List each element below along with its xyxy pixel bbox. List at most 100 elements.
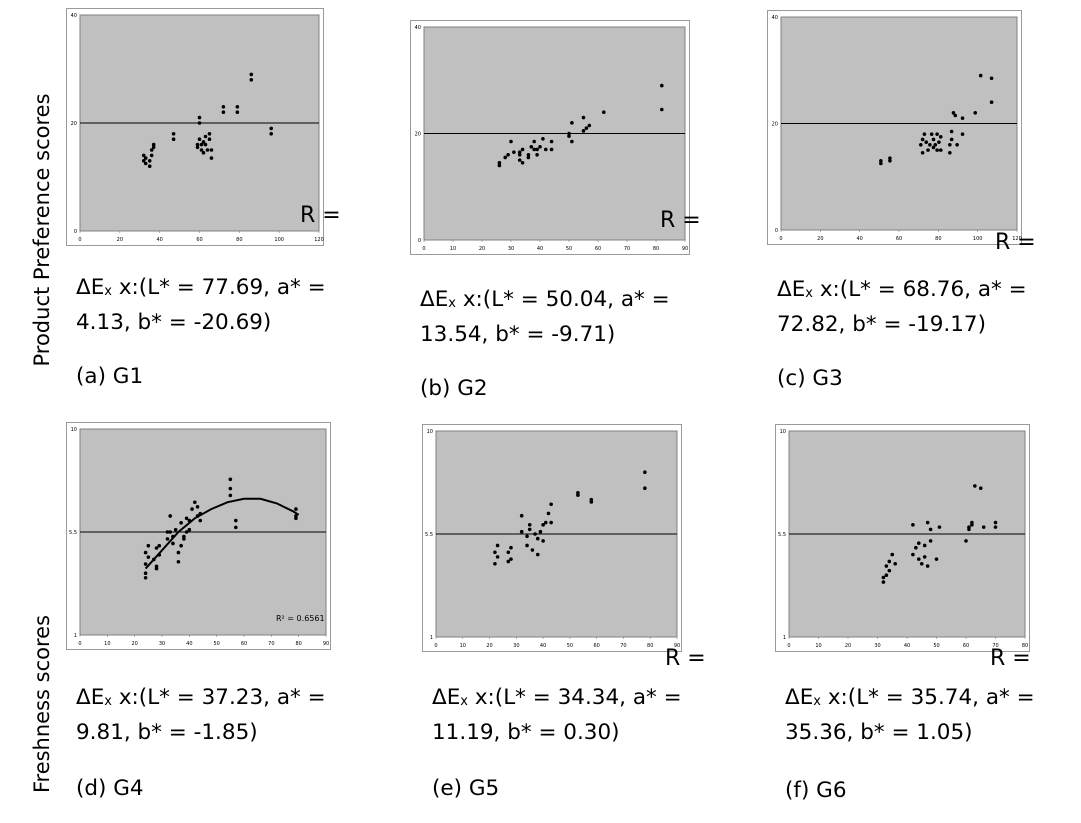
- x-tick-label: 30: [874, 643, 880, 649]
- data-point: [520, 160, 525, 165]
- data-point: [937, 140, 941, 144]
- data-point: [221, 105, 226, 109]
- data-point: [195, 142, 200, 147]
- caption-line-1: x:(L* = 77.69, a* =: [112, 275, 326, 300]
- data-point: [171, 132, 176, 136]
- delta-e-symbol: ΔE: [777, 277, 806, 302]
- x-tick-label: 40: [904, 643, 910, 649]
- data-point: [151, 142, 156, 147]
- data-point: [925, 564, 930, 568]
- scatter-plot-g4: 0 10 20 30 40 50 60 70 80 90 1 5.5 10 R² = 0.6561: [66, 422, 331, 650]
- data-point: [495, 543, 500, 548]
- data-point: [509, 139, 513, 144]
- data-point: [570, 139, 574, 144]
- data-point: [184, 530, 189, 534]
- data-point: [949, 129, 954, 134]
- data-point: [541, 523, 545, 527]
- r-label-fragment: R =: [665, 646, 706, 671]
- data-point: [146, 543, 151, 548]
- subfigure-label: (c) G3: [777, 366, 843, 391]
- data-point: [165, 530, 170, 534]
- data-point: [179, 543, 183, 548]
- x-tick-label: 10: [460, 643, 466, 649]
- data-point: [993, 525, 998, 529]
- r-label-fragment: R =: [300, 203, 341, 228]
- data-point: [249, 78, 254, 82]
- data-point: [525, 543, 529, 548]
- data-point: [176, 550, 181, 555]
- data-point: [660, 83, 664, 88]
- data-point: [884, 573, 889, 577]
- scatter-plot-g5: 0 10 20 30 40 50 60 70 80 90 1 5.5 10: [422, 424, 682, 652]
- data-point: [168, 530, 172, 534]
- data-point: [525, 534, 529, 539]
- data-point: [519, 529, 524, 534]
- x-tick-label: 0: [434, 643, 437, 649]
- y-tick-label: 40: [772, 15, 778, 21]
- data-point: [549, 139, 554, 144]
- caption-formula: ΔEx x:(L* = 68.76, a* = 72.82, b* = -19.1…: [777, 274, 1027, 340]
- data-point: [893, 561, 897, 566]
- data-point: [567, 134, 571, 138]
- data-point: [294, 516, 298, 521]
- r-label-fragment: R =: [990, 646, 1031, 671]
- x-tick-label: 40: [537, 246, 543, 252]
- data-point: [549, 502, 553, 507]
- x-tick-label: 30: [159, 641, 165, 647]
- data-point: [154, 546, 159, 550]
- delta-e-symbol: ΔE: [785, 685, 814, 710]
- data-point: [879, 161, 883, 166]
- y-tick-label: 20: [772, 122, 778, 128]
- subfigure-label: (b) G2: [420, 376, 488, 401]
- data-point: [269, 132, 273, 136]
- caption-formula: ΔEx x:(L* = 77.69, a* = 4.13, b* = -20.69…: [76, 272, 326, 338]
- delta-e-subscript: x: [448, 296, 456, 311]
- x-tick-label: 0: [787, 643, 790, 649]
- subfigure-label: (a) G1: [76, 364, 144, 389]
- data-point: [198, 518, 203, 523]
- data-point: [937, 525, 942, 529]
- x-tick-label: 10: [815, 643, 821, 649]
- data-point: [544, 147, 548, 152]
- data-point: [888, 158, 892, 163]
- data-point: [493, 550, 497, 555]
- data-point: [581, 115, 586, 120]
- data-point: [887, 559, 892, 564]
- data-point: [205, 148, 210, 152]
- data-point: [197, 137, 202, 141]
- data-point: [184, 516, 189, 521]
- data-point: [157, 543, 162, 548]
- data-point: [576, 491, 580, 495]
- data-point: [924, 140, 929, 144]
- scatter-plot-g1: 0 20 40 60 80 100 120 0 20 40: [66, 8, 324, 246]
- data-point: [587, 123, 592, 128]
- data-point: [955, 143, 959, 147]
- data-point: [199, 148, 204, 152]
- data-point: [509, 557, 513, 561]
- data-point: [660, 107, 664, 112]
- x-tick-label: 80: [295, 641, 301, 647]
- data-point: [918, 143, 923, 147]
- data-point: [176, 559, 181, 564]
- data-point: [147, 159, 152, 163]
- data-point: [960, 116, 965, 120]
- data-point: [173, 527, 178, 532]
- y-axis-title-top: Product Preference scores: [30, 93, 54, 367]
- delta-e-symbol: ΔE: [420, 287, 449, 312]
- data-point: [549, 147, 554, 152]
- chart-panel-g1: 0 20 40 60 80 100 120 0 20 40: [66, 8, 324, 246]
- data-point: [141, 153, 146, 158]
- subfigure-label: (e) G5: [432, 776, 500, 801]
- data-point: [938, 148, 943, 152]
- data-point: [538, 145, 542, 149]
- data-point: [294, 507, 298, 511]
- data-point: [602, 110, 606, 114]
- r-squared-label: R² = 0.6561: [276, 614, 325, 623]
- data-point: [141, 159, 146, 163]
- x-tick-label: 60: [241, 641, 247, 647]
- x-tick-label: 80: [647, 643, 653, 649]
- chart-panel-g6: 0 10 20 30 40 50 60 70 80 1 5.5 10: [775, 424, 1030, 652]
- data-point: [584, 126, 589, 130]
- data-point: [197, 121, 202, 125]
- data-point: [179, 521, 183, 525]
